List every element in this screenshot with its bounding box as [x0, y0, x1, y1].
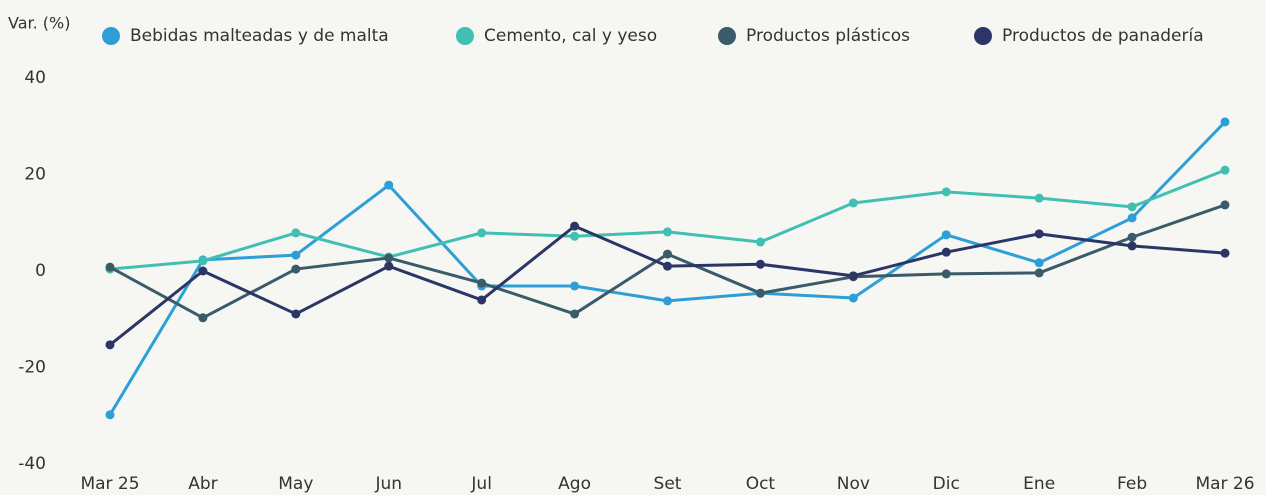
- legend-label: Productos de panadería: [1002, 26, 1204, 46]
- data-point: [477, 278, 487, 288]
- data-point: [1034, 229, 1044, 239]
- x-tick-label: Ene: [1023, 474, 1055, 494]
- data-point: [663, 249, 672, 259]
- data-point: [291, 309, 301, 319]
- data-point: [477, 295, 487, 305]
- data-point: [663, 227, 672, 237]
- data-point: [848, 198, 858, 208]
- data-point: [663, 261, 672, 271]
- data-point: [1220, 165, 1230, 175]
- x-tick-label: Jul: [470, 474, 492, 494]
- data-point: [941, 247, 951, 257]
- data-point: [755, 259, 765, 269]
- data-point: [1034, 268, 1044, 278]
- data-point: [198, 266, 208, 276]
- legend-swatch: [102, 27, 120, 45]
- x-tick-label: Ago: [558, 474, 591, 494]
- x-tick-label: Set: [654, 474, 682, 494]
- x-tick-label: Abr: [188, 474, 217, 494]
- data-point: [1220, 248, 1230, 258]
- data-point: [105, 262, 115, 272]
- legend-swatch: [974, 27, 992, 45]
- data-point: [1034, 258, 1044, 268]
- data-point: [570, 309, 580, 319]
- data-point: [291, 264, 301, 274]
- data-point: [1127, 232, 1137, 242]
- legend-label: Bebidas malteadas y de malta: [130, 26, 389, 46]
- data-point: [663, 296, 672, 306]
- data-point: [1220, 200, 1230, 210]
- data-point: [105, 410, 115, 420]
- legend-label: Cemento, cal y yeso: [484, 26, 657, 46]
- data-point: [941, 230, 951, 240]
- data-point: [848, 293, 858, 303]
- y-tick-label: -40: [18, 454, 46, 474]
- data-point: [198, 256, 208, 266]
- data-point: [941, 187, 951, 197]
- data-point: [570, 231, 580, 241]
- data-point: [570, 221, 580, 231]
- y-tick-label: 40: [24, 68, 46, 88]
- data-point: [941, 269, 951, 279]
- data-point: [1127, 213, 1137, 223]
- data-point: [1127, 241, 1137, 251]
- data-point: [1034, 193, 1044, 203]
- y-tick-label: 20: [24, 165, 46, 185]
- y-tick-label: -20: [18, 358, 46, 378]
- x-tick-label: Mar 26: [1195, 474, 1254, 494]
- data-point: [755, 288, 765, 298]
- data-point: [105, 340, 115, 350]
- data-point: [384, 180, 394, 190]
- legend-label: Productos plásticos: [746, 26, 910, 46]
- data-point: [384, 253, 394, 263]
- x-tick-label: Jun: [374, 474, 402, 494]
- x-tick-label: May: [278, 474, 313, 494]
- y-tick-label: 0: [35, 261, 46, 281]
- data-point: [1127, 202, 1137, 212]
- data-point: [291, 250, 301, 260]
- x-tick-label: Dic: [933, 474, 960, 494]
- x-tick-label: Nov: [837, 474, 870, 494]
- x-tick-label: Mar 25: [80, 474, 139, 494]
- data-point: [477, 228, 487, 238]
- y-axis-label: Var. (%): [8, 14, 70, 33]
- data-point: [198, 313, 208, 323]
- data-point: [1220, 117, 1230, 127]
- data-point: [848, 271, 858, 281]
- data-point: [570, 281, 580, 291]
- data-point: [291, 228, 301, 238]
- data-point: [755, 237, 765, 247]
- legend-swatch: [718, 27, 736, 45]
- data-point: [384, 261, 394, 271]
- x-tick-label: Oct: [746, 474, 776, 494]
- legend-swatch: [456, 27, 474, 45]
- x-tick-label: Feb: [1117, 474, 1147, 494]
